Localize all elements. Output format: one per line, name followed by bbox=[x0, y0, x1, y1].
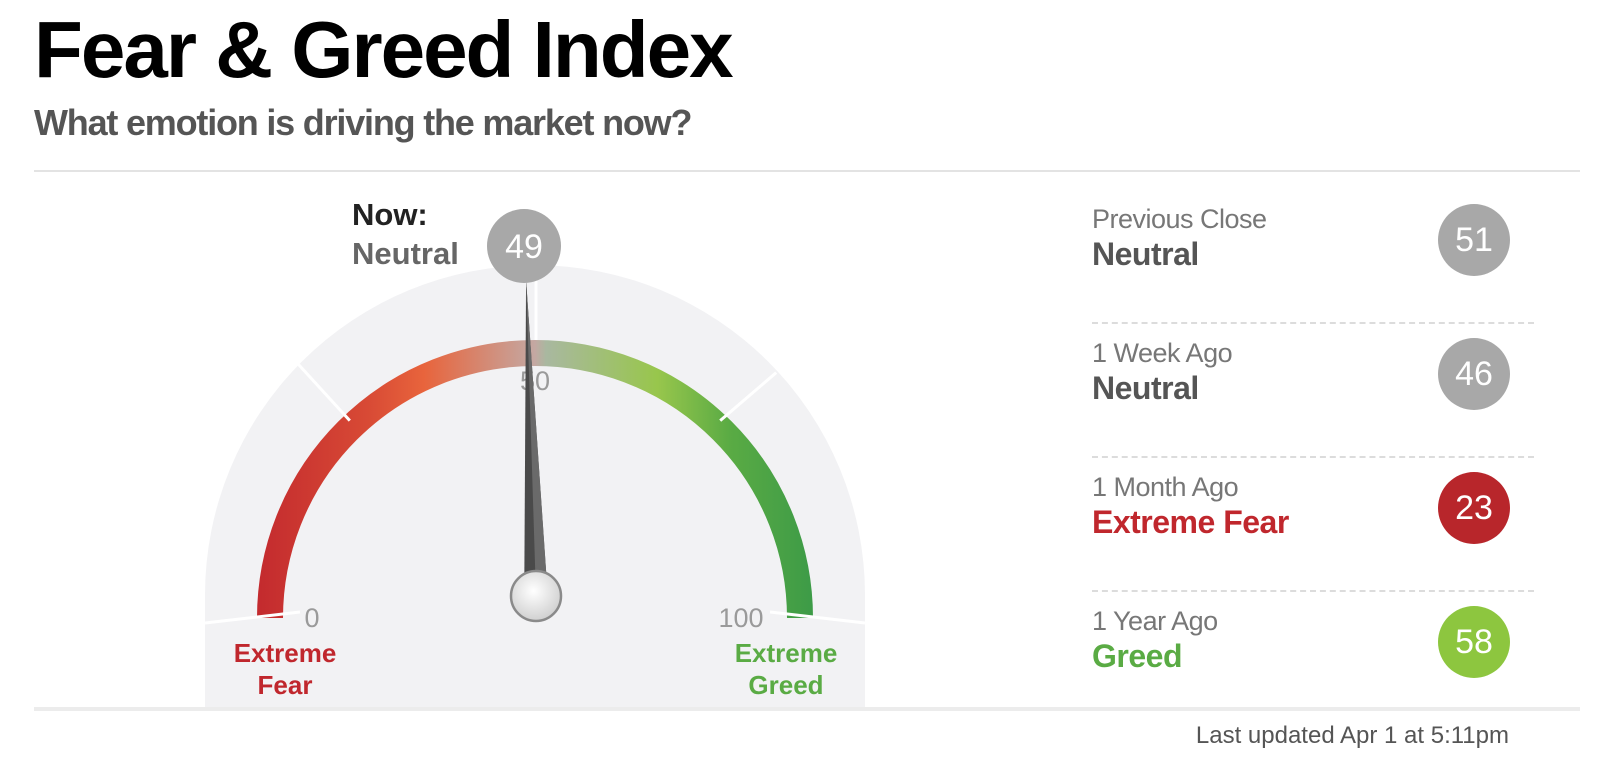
separator-100 bbox=[769, 610, 866, 625]
history-rating: Neutral bbox=[1092, 236, 1199, 272]
history-row-1-month-ago: 1 Month Ago Extreme Fear 23 bbox=[1092, 458, 1534, 592]
history-row-1-week-ago: 1 Week Ago Neutral 46 bbox=[1092, 324, 1534, 458]
gauge-needle bbox=[524, 280, 547, 576]
history-label: Previous Close bbox=[1092, 204, 1267, 234]
history-rating: Extreme Fear bbox=[1092, 504, 1289, 540]
now-label: Now: bbox=[352, 197, 428, 232]
current-value-bubble bbox=[487, 209, 561, 283]
extreme-greed-label-line1: Extreme bbox=[735, 638, 838, 668]
current-value-text: 49 bbox=[505, 228, 543, 266]
history-rating: Greed bbox=[1092, 638, 1182, 674]
page-title: Fear & Greed Index bbox=[34, 5, 734, 94]
tick-label-min: 0 bbox=[304, 603, 319, 633]
tick-label-max: 100 bbox=[718, 603, 763, 633]
separator-80 bbox=[719, 371, 778, 422]
bottom-divider bbox=[34, 707, 1580, 711]
separator-20 bbox=[295, 361, 351, 422]
history-label: 1 Year Ago bbox=[1092, 606, 1218, 636]
history-label: 1 Week Ago bbox=[1092, 338, 1233, 368]
extreme-fear-label-line1: Extreme bbox=[234, 638, 337, 668]
page-subtitle: What emotion is driving the market now? bbox=[34, 102, 692, 143]
extreme-fear-label-line2: Fear bbox=[258, 670, 313, 700]
history-value-badge: 46 bbox=[1438, 338, 1510, 410]
history-panel: Previous Close Neutral 51 1 Week Ago Neu… bbox=[1092, 190, 1534, 726]
tick-label-mid: 50 bbox=[520, 366, 550, 396]
last-updated: Last updated Apr 1 at 5:11pm bbox=[1195, 722, 1509, 749]
history-value-badge: 58 bbox=[1438, 606, 1510, 678]
now-rating: Neutral bbox=[352, 236, 459, 271]
history-label: 1 Month Ago bbox=[1092, 472, 1239, 502]
history-rating: Neutral bbox=[1092, 370, 1199, 406]
gauge-arc bbox=[257, 340, 813, 619]
needle-hub bbox=[509, 569, 563, 623]
top-divider bbox=[34, 170, 1580, 172]
history-row-1-year-ago: 1 Year Ago Greed 58 bbox=[1092, 592, 1534, 726]
history-value-badge: 23 bbox=[1438, 472, 1510, 544]
separator-0 bbox=[204, 610, 301, 625]
extreme-greed-label-line2: Greed bbox=[748, 670, 823, 700]
history-row-previous-close: Previous Close Neutral 51 bbox=[1092, 190, 1534, 324]
fear-greed-gauge: 50 0 100 Extreme Fear Extreme Greed 49 bbox=[204, 209, 866, 707]
history-value-badge: 51 bbox=[1438, 204, 1510, 276]
